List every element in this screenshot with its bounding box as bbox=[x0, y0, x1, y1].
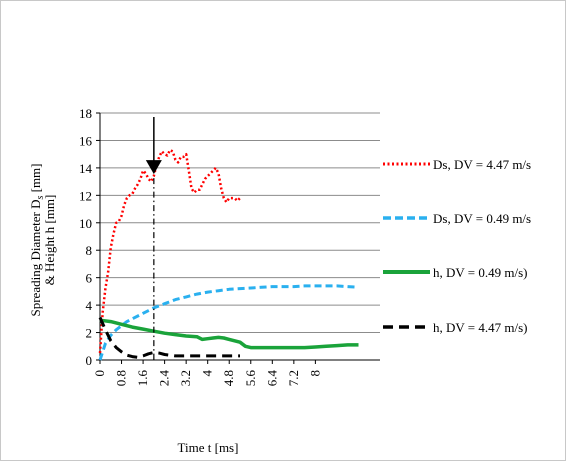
y-tick-labels: 0 2 4 6 8 10 12 14 16 18 bbox=[79, 106, 93, 368]
legend-label-4: h, DV = 4.47 m/s) bbox=[433, 320, 528, 335]
x-axis-label: Time t [ms] bbox=[178, 440, 239, 455]
y-tick-label: 12 bbox=[79, 188, 92, 203]
x-tick-label: 4 bbox=[200, 370, 215, 377]
arrow-annotation bbox=[145, 117, 162, 360]
legend-label-2: Ds, DV = 0.49 m/s bbox=[433, 211, 531, 226]
x-tick-labels: 0 0.8 1.6 2.4 3.2 4 4.8 5.6 6.4 7.2 8 bbox=[92, 370, 322, 387]
legend: Ds, DV = 4.47 m/s Ds, DV = 0.49 m/s h, DV … bbox=[383, 157, 531, 335]
x-tick-label: 8 bbox=[307, 370, 322, 377]
series-lines bbox=[98, 148, 359, 361]
x-tick-label: 7.2 bbox=[286, 370, 301, 386]
y-tick-label: 6 bbox=[86, 271, 93, 286]
grid-lines bbox=[100, 112, 380, 334]
y-tick-label: 10 bbox=[79, 216, 92, 231]
series-line-2 bbox=[98, 284, 359, 361]
x-tick-label: 5.6 bbox=[243, 370, 258, 387]
y-tick-label: 4 bbox=[86, 298, 93, 313]
y-tick-label: 8 bbox=[86, 243, 93, 258]
legend-label-3: h, DV = 0.49 m/s) bbox=[433, 265, 528, 280]
x-tick-label: 2.4 bbox=[157, 370, 172, 387]
x-tick-label: 4.8 bbox=[221, 370, 236, 386]
legend-label-1: Ds, DV = 4.47 m/s bbox=[433, 157, 531, 172]
x-tick-label: 1.6 bbox=[135, 370, 150, 387]
x-tick-label: 6.4 bbox=[264, 370, 279, 387]
y-axis-label-line1: Spreading Diameter Ds [mm] bbox=[28, 163, 46, 316]
x-tick-label: 0.8 bbox=[114, 370, 129, 386]
axes bbox=[96, 112, 380, 364]
y-tick-label: 18 bbox=[79, 106, 92, 121]
y-tick-label: 0 bbox=[86, 353, 93, 368]
x-tick-label: 0 bbox=[92, 370, 107, 377]
y-axis-label-line2: & Height h [mm] bbox=[42, 195, 57, 286]
y-tick-label: 16 bbox=[79, 133, 93, 148]
y-tick-label: 14 bbox=[79, 161, 93, 176]
y-tick-label: 2 bbox=[86, 326, 93, 341]
x-tick-label: 3.2 bbox=[178, 370, 193, 386]
arrow-head bbox=[145, 160, 162, 175]
series-line-3 bbox=[99, 318, 359, 350]
